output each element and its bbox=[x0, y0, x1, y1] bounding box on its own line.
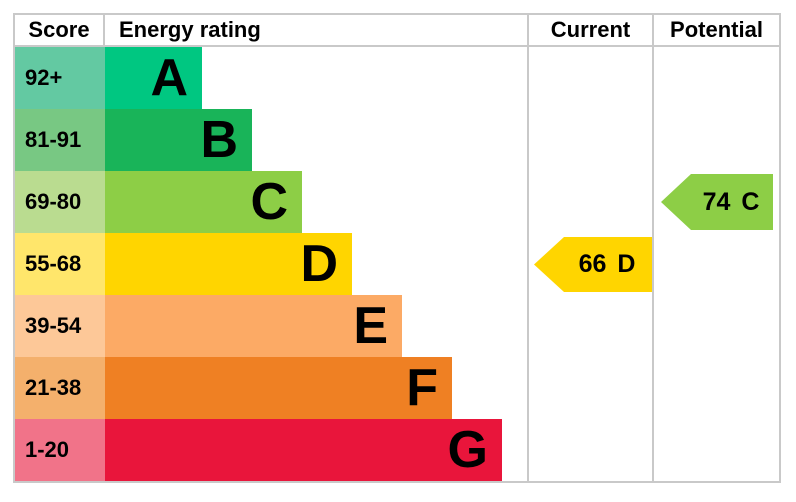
band-row: 21-38 F bbox=[15, 357, 779, 419]
current-band-letter: D bbox=[617, 249, 636, 278]
band-potential-cell: 74 C bbox=[652, 171, 779, 233]
left-pointer-shape-icon bbox=[534, 236, 652, 292]
band-bar: D bbox=[105, 233, 352, 295]
band-score-cell: 81-91 bbox=[15, 109, 105, 171]
band-bar-cell: G bbox=[105, 419, 527, 481]
band-current-cell bbox=[527, 295, 652, 357]
band-current-cell bbox=[527, 171, 652, 233]
current-score-value: 66 bbox=[578, 249, 607, 278]
energy-rating-column-header: Energy rating bbox=[119, 17, 261, 42]
band-potential-cell bbox=[652, 357, 779, 419]
band-row: 69-80 C 74 C bbox=[15, 171, 779, 233]
current-rating-arrow: 66 D bbox=[534, 236, 652, 292]
band-current-cell: 66 D bbox=[527, 233, 652, 295]
band-row: 92+ A bbox=[15, 47, 779, 109]
band-score-cell: 21-38 bbox=[15, 357, 105, 419]
band-bar: E bbox=[105, 295, 402, 357]
band-letter: G bbox=[447, 421, 488, 479]
band-letter: A bbox=[150, 49, 188, 107]
band-bar: G bbox=[105, 419, 502, 481]
band-letter: D bbox=[300, 235, 338, 293]
band-current-cell bbox=[527, 47, 652, 109]
band-score-cell: 39-54 bbox=[15, 295, 105, 357]
band-potential-cell bbox=[652, 109, 779, 171]
potential-rating-arrow: 74 C bbox=[661, 174, 773, 230]
band-bar-cell: C bbox=[105, 171, 527, 233]
score-column-header: Score bbox=[15, 15, 105, 45]
band-bar: F bbox=[105, 357, 452, 419]
band-letter: B bbox=[200, 111, 238, 169]
band-rows: 92+ A 81-91 B 69-80 C 74 C bbox=[15, 47, 779, 481]
band-bar: A bbox=[105, 47, 202, 109]
band-row: 81-91 B bbox=[15, 109, 779, 171]
band-row: 1-20 G bbox=[15, 419, 779, 481]
epc-chart: Score Energy rating Current Potential 92… bbox=[13, 13, 781, 483]
band-bar: B bbox=[105, 109, 252, 171]
band-bar-cell: F bbox=[105, 357, 527, 419]
band-potential-cell bbox=[652, 47, 779, 109]
band-potential-cell bbox=[652, 419, 779, 481]
band-potential-cell bbox=[652, 295, 779, 357]
current-rating-label: 66 D bbox=[562, 237, 652, 292]
current-column-header: Current bbox=[527, 15, 652, 45]
band-score-cell: 55-68 bbox=[15, 233, 105, 295]
band-current-cell bbox=[527, 357, 652, 419]
left-pointer-shape-icon bbox=[661, 174, 773, 230]
potential-rating-label: 74 C bbox=[689, 174, 773, 230]
band-bar-cell: B bbox=[105, 109, 527, 171]
band-current-cell bbox=[527, 419, 652, 481]
band-bar-cell: E bbox=[105, 295, 527, 357]
band-current-cell bbox=[527, 109, 652, 171]
potential-band-letter: C bbox=[741, 187, 760, 216]
band-bar-cell: A bbox=[105, 47, 527, 109]
band-letter: E bbox=[353, 297, 388, 355]
band-score-cell: 1-20 bbox=[15, 419, 105, 481]
header-row: Score Energy rating Current Potential bbox=[15, 15, 779, 47]
band-potential-cell bbox=[652, 233, 779, 295]
potential-column-header: Potential bbox=[652, 15, 779, 45]
band-row: 39-54 E bbox=[15, 295, 779, 357]
band-score-cell: 92+ bbox=[15, 47, 105, 109]
band-bar-cell: D bbox=[105, 233, 527, 295]
band-letter: F bbox=[406, 359, 438, 417]
band-score-cell: 69-80 bbox=[15, 171, 105, 233]
band-row: 55-68 D 66 D bbox=[15, 233, 779, 295]
band-letter: C bbox=[250, 173, 288, 231]
band-bar: C bbox=[105, 171, 302, 233]
potential-score-value: 74 bbox=[702, 187, 731, 216]
